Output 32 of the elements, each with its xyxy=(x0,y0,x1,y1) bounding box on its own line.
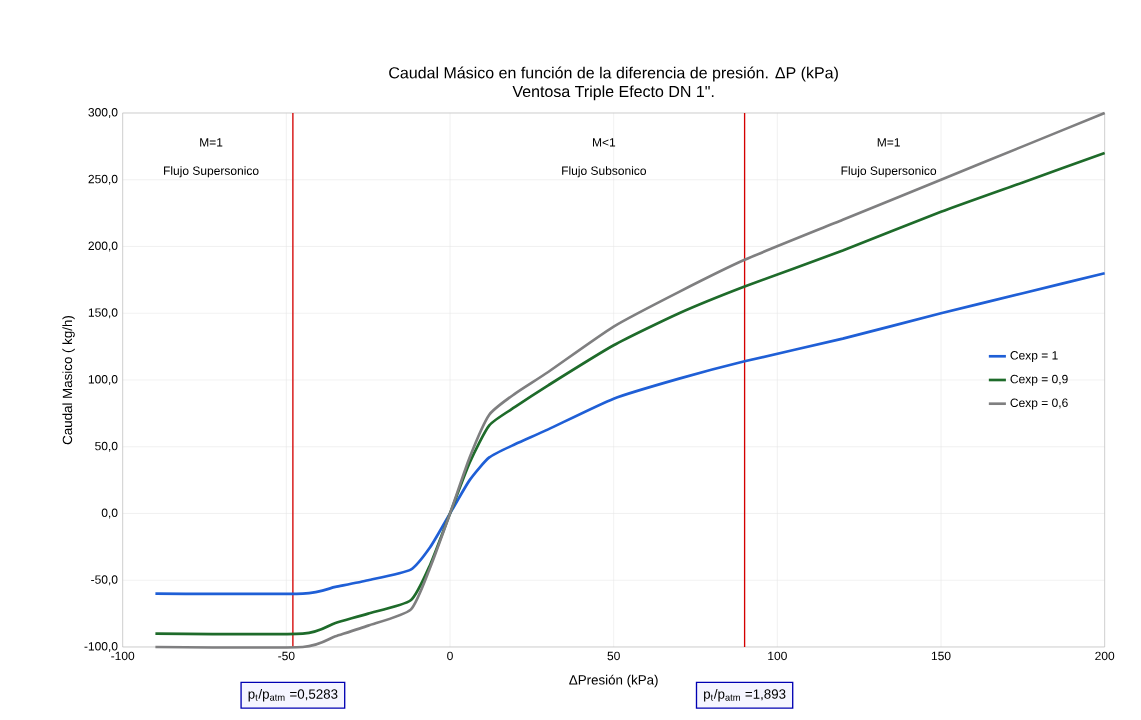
x-tick-label: -100 xyxy=(111,651,135,661)
x-tick-label: -50 xyxy=(278,651,295,661)
text: p$_{t}$/p$_{atm}$ =1,893 xyxy=(704,688,786,702)
annotation: M<1 xyxy=(593,138,616,147)
text: p$_{t}$/p$_{atm}$ =0,5283 xyxy=(248,688,338,702)
y-tick-label: 100,0 xyxy=(88,375,118,385)
x-tick-label: 200 xyxy=(1095,651,1115,661)
y-tick-label: -100,0 xyxy=(84,642,118,652)
annotation: Flujo Supersonico xyxy=(841,166,937,178)
chart-title: Caudal Másico en función de la diferencia de presión. ΔP (kPa) xyxy=(389,66,838,82)
y-tick-label: 200,0 xyxy=(88,241,118,252)
y-tick-label: 150,0 xyxy=(88,308,118,319)
x-tick-label: 0 xyxy=(447,651,453,661)
line-series xyxy=(154,271,1107,596)
x-tick-label: 150 xyxy=(931,651,951,661)
y-tick-label: 250,0 xyxy=(88,174,118,185)
x-tick-label: 100 xyxy=(768,651,787,661)
legend-label: Cexp = 1 xyxy=(1010,351,1058,362)
y-tick-label: 0,0 xyxy=(101,508,118,519)
x-axis-title: ΔPresión (kPa) xyxy=(569,674,658,688)
chart-subtitle: Ventosa Triple Efecto DN 1". xyxy=(512,85,714,101)
y-tick-label: 300,0 xyxy=(88,108,118,118)
y-tick-label: -50,0 xyxy=(91,575,118,586)
annotation: M=1 xyxy=(877,138,900,147)
y-axis-title: Caudal Masico ( kg/h) xyxy=(62,316,75,445)
annotation: M=1 xyxy=(200,138,223,147)
x-tick-label: 50 xyxy=(607,651,620,661)
legend-label: Cexp = 0,6 xyxy=(1010,398,1068,410)
legend-label: Cexp = 0,9 xyxy=(1010,374,1068,386)
annotation: Flujo Supersonico xyxy=(164,166,259,178)
annotation: Flujo Subsonico xyxy=(562,166,647,178)
y-tick-label: 50,0 xyxy=(95,441,118,452)
